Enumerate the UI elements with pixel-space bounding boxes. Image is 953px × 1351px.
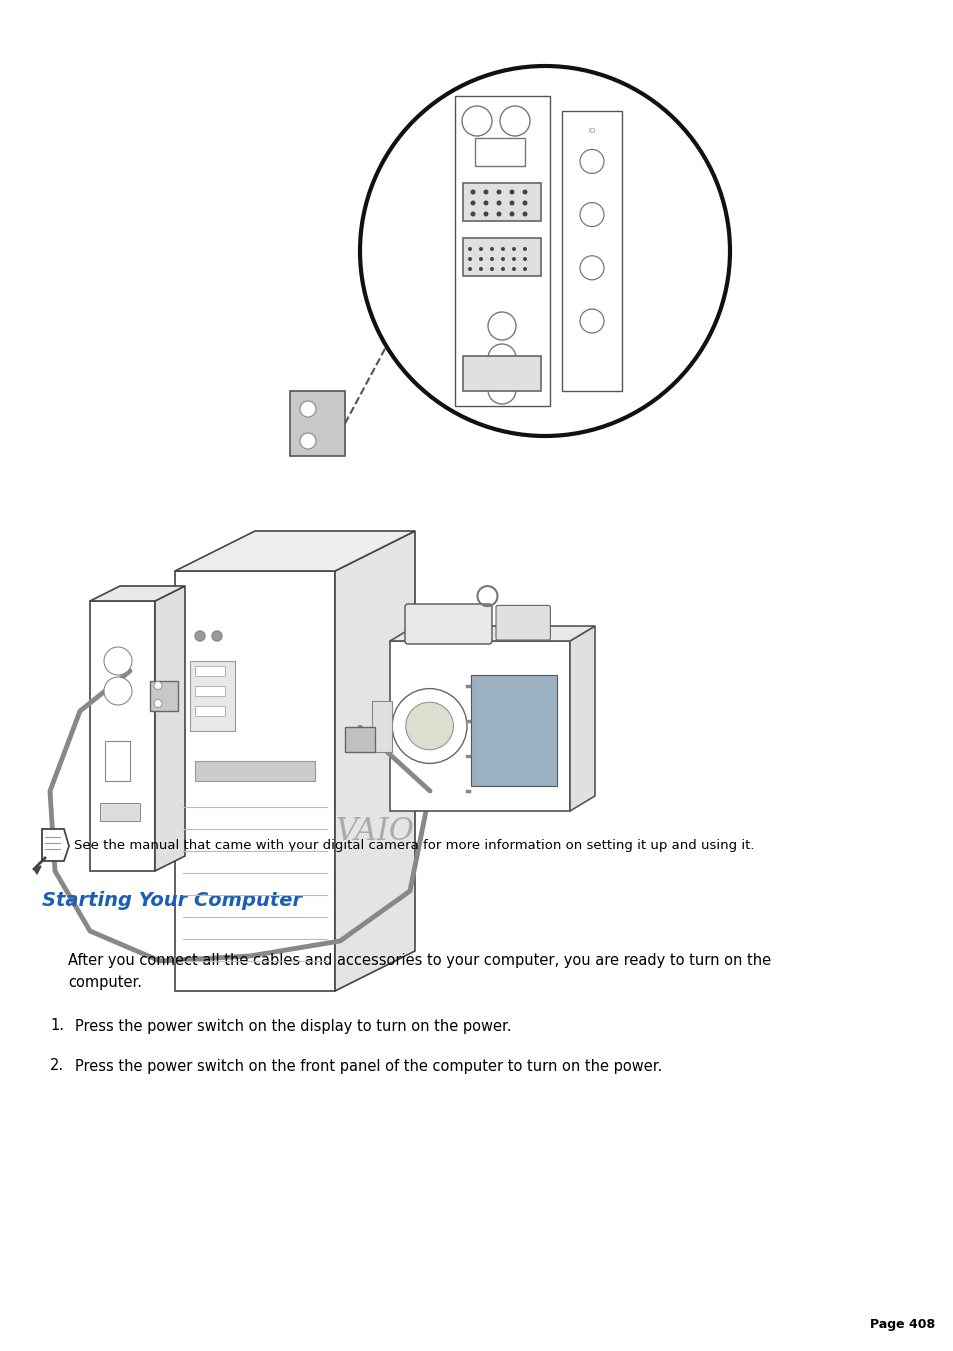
Circle shape (512, 267, 516, 272)
Circle shape (499, 105, 530, 136)
Circle shape (579, 255, 603, 280)
Polygon shape (90, 601, 154, 871)
Circle shape (522, 247, 526, 251)
FancyBboxPatch shape (194, 761, 314, 781)
FancyBboxPatch shape (475, 138, 524, 166)
Polygon shape (174, 531, 415, 571)
Circle shape (359, 66, 729, 436)
FancyBboxPatch shape (290, 390, 345, 457)
Circle shape (500, 247, 504, 251)
Circle shape (483, 200, 488, 205)
Polygon shape (90, 586, 185, 601)
Circle shape (522, 200, 527, 205)
FancyBboxPatch shape (100, 802, 140, 821)
Circle shape (522, 212, 527, 216)
Circle shape (299, 401, 315, 417)
Text: Press the power switch on the front panel of the computer to turn on the power.: Press the power switch on the front pane… (75, 1058, 661, 1074)
Circle shape (579, 203, 603, 227)
Circle shape (488, 312, 516, 340)
Polygon shape (390, 640, 569, 811)
Circle shape (509, 212, 514, 216)
Text: 2.: 2. (50, 1058, 64, 1074)
Circle shape (299, 434, 315, 449)
Circle shape (194, 631, 205, 640)
Circle shape (212, 631, 222, 640)
Circle shape (468, 257, 472, 261)
Polygon shape (174, 571, 335, 992)
Circle shape (496, 189, 501, 195)
FancyBboxPatch shape (150, 681, 178, 711)
Text: 1.: 1. (50, 1019, 64, 1034)
FancyBboxPatch shape (345, 727, 375, 751)
Circle shape (579, 309, 603, 332)
FancyBboxPatch shape (405, 604, 492, 644)
Text: Starting Your Computer: Starting Your Computer (42, 892, 302, 911)
FancyBboxPatch shape (462, 357, 540, 390)
Polygon shape (569, 626, 595, 811)
Polygon shape (335, 531, 415, 992)
Polygon shape (42, 830, 69, 861)
FancyBboxPatch shape (496, 605, 550, 640)
Circle shape (490, 267, 494, 272)
FancyBboxPatch shape (194, 666, 225, 676)
FancyBboxPatch shape (194, 707, 225, 716)
Circle shape (490, 247, 494, 251)
Circle shape (483, 212, 488, 216)
Circle shape (496, 200, 501, 205)
Circle shape (522, 267, 526, 272)
Text: See the manual that came with your digital camera for more information on settin: See the manual that came with your digit… (74, 839, 754, 852)
Polygon shape (34, 866, 41, 874)
Circle shape (468, 247, 472, 251)
FancyBboxPatch shape (462, 182, 540, 222)
Text: IO: IO (588, 127, 595, 134)
FancyBboxPatch shape (194, 686, 225, 696)
Circle shape (496, 212, 501, 216)
Circle shape (104, 647, 132, 676)
Circle shape (153, 681, 162, 689)
Circle shape (461, 105, 492, 136)
Circle shape (500, 257, 504, 261)
Text: After you connect all the cables and accessories to your computer, you are ready: After you connect all the cables and acc… (68, 954, 770, 969)
Circle shape (483, 189, 488, 195)
Polygon shape (390, 626, 595, 640)
Circle shape (509, 200, 514, 205)
Circle shape (488, 376, 516, 404)
Text: VAIO: VAIO (335, 816, 414, 847)
Text: Page 408: Page 408 (869, 1319, 934, 1331)
Text: computer.: computer. (68, 975, 142, 990)
Polygon shape (561, 111, 621, 390)
Circle shape (470, 200, 475, 205)
FancyBboxPatch shape (372, 701, 392, 751)
Circle shape (478, 247, 482, 251)
Circle shape (392, 689, 467, 763)
Circle shape (468, 267, 472, 272)
Circle shape (522, 189, 527, 195)
Polygon shape (154, 586, 185, 871)
Circle shape (478, 257, 482, 261)
Text: Press the power switch on the display to turn on the power.: Press the power switch on the display to… (75, 1019, 511, 1034)
FancyBboxPatch shape (462, 238, 540, 276)
Circle shape (470, 189, 475, 195)
Circle shape (500, 267, 504, 272)
Circle shape (522, 257, 526, 261)
Circle shape (512, 257, 516, 261)
Circle shape (490, 257, 494, 261)
Circle shape (478, 267, 482, 272)
Circle shape (470, 212, 475, 216)
Circle shape (488, 345, 516, 372)
FancyBboxPatch shape (190, 661, 234, 731)
Circle shape (509, 189, 514, 195)
Circle shape (104, 677, 132, 705)
Circle shape (153, 700, 162, 708)
Circle shape (405, 703, 453, 750)
Circle shape (579, 150, 603, 173)
Polygon shape (455, 96, 550, 407)
FancyBboxPatch shape (471, 676, 557, 785)
FancyBboxPatch shape (105, 740, 130, 781)
Circle shape (512, 247, 516, 251)
